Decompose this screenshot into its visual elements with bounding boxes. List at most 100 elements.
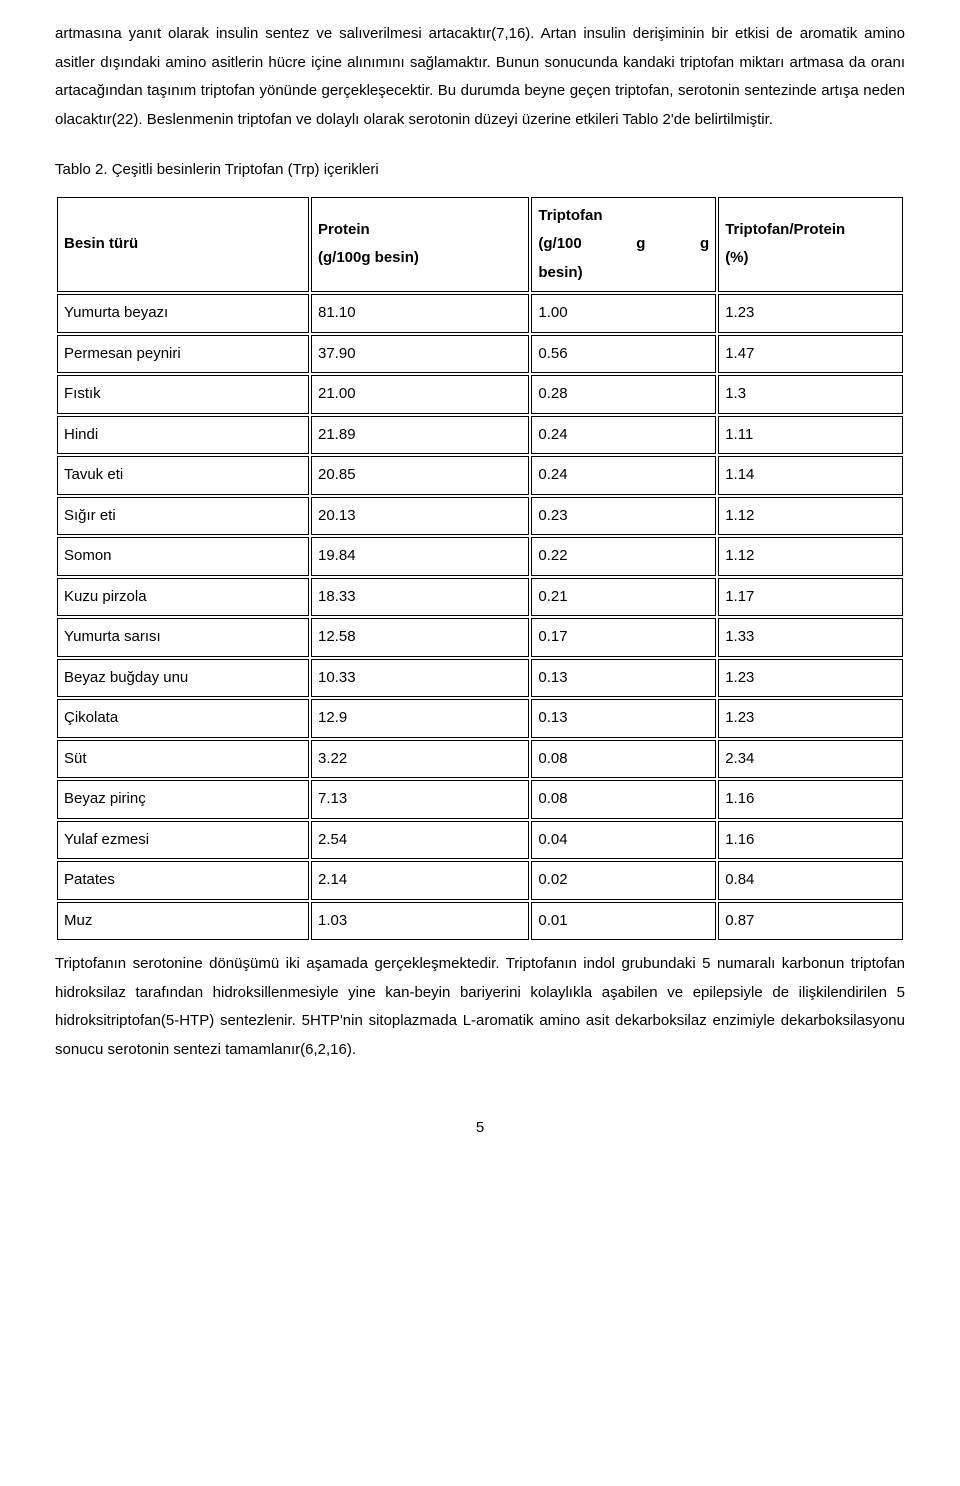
table-row: Çikolata12.90.131.23	[57, 699, 903, 738]
table-cell: 0.17	[531, 618, 716, 657]
table-header-row: Besin türü Protein (g/100g besin) Tripto…	[57, 197, 903, 293]
table-row: Yumurta sarısı12.580.171.33	[57, 618, 903, 657]
table-cell: 0.24	[531, 416, 716, 455]
table-cell: 0.04	[531, 821, 716, 860]
table-body: Yumurta beyazı81.101.001.23Permesan peyn…	[57, 294, 903, 940]
table-cell: Hindi	[57, 416, 309, 455]
table-cell: 1.16	[718, 821, 903, 860]
th-food-type: Besin türü	[57, 197, 309, 293]
table-cell: 0.24	[531, 456, 716, 495]
table-cell: Kuzu pirzola	[57, 578, 309, 617]
table-row: Beyaz pirinç7.130.081.16	[57, 780, 903, 819]
table-cell: 0.13	[531, 699, 716, 738]
table-cell: 12.58	[311, 618, 529, 657]
table-cell: 0.13	[531, 659, 716, 698]
table-cell: Beyaz pirinç	[57, 780, 309, 819]
triptofan-table: Besin türü Protein (g/100g besin) Tripto…	[55, 195, 905, 943]
table-cell: 2.14	[311, 861, 529, 900]
table-row: Kuzu pirzola18.330.211.17	[57, 578, 903, 617]
table-cell: Çikolata	[57, 699, 309, 738]
table-cell: 1.3	[718, 375, 903, 414]
table-cell: 12.9	[311, 699, 529, 738]
table-cell: Fıstık	[57, 375, 309, 414]
page-number: 5	[55, 1114, 905, 1143]
table-cell: 1.03	[311, 902, 529, 941]
page-content: artmasına yanıt olarak insulin sentez ve…	[0, 0, 960, 1173]
th-trp-l2: (g/100 g g	[538, 230, 709, 259]
table-row: Permesan peyniri37.900.561.47	[57, 335, 903, 374]
table-cell: 20.13	[311, 497, 529, 536]
table-cell: 18.33	[311, 578, 529, 617]
table-cell: Somon	[57, 537, 309, 576]
table-cell: Yumurta beyazı	[57, 294, 309, 333]
table-row: Patates2.140.020.84	[57, 861, 903, 900]
table-cell: 37.90	[311, 335, 529, 374]
table-cell: 0.56	[531, 335, 716, 374]
table-cell: 1.33	[718, 618, 903, 657]
table-cell: 0.23	[531, 497, 716, 536]
table-row: Tavuk eti20.850.241.14	[57, 456, 903, 495]
table-row: Somon19.840.221.12	[57, 537, 903, 576]
th-trp-protein-ratio: Triptofan/Protein (%)	[718, 197, 903, 293]
table-cell: Beyaz buğday unu	[57, 659, 309, 698]
table-cell: Patates	[57, 861, 309, 900]
table-cell: Yulaf ezmesi	[57, 821, 309, 860]
table-cell: Permesan peyniri	[57, 335, 309, 374]
th-trp-l1: Triptofan	[538, 202, 709, 231]
table-cell: 2.34	[718, 740, 903, 779]
table-cell: 0.22	[531, 537, 716, 576]
th-protein-l1: Protein	[318, 216, 522, 245]
table-cell: Süt	[57, 740, 309, 779]
table-cell: 21.00	[311, 375, 529, 414]
table-cell: 0.01	[531, 902, 716, 941]
table-cell: 3.22	[311, 740, 529, 779]
table-cell: 0.02	[531, 861, 716, 900]
table-cell: 0.08	[531, 780, 716, 819]
table-cell: 1.23	[718, 659, 903, 698]
table-row: Hindi21.890.241.11	[57, 416, 903, 455]
table-caption: Tablo 2. Çeşitli besinlerin Triptofan (T…	[55, 156, 905, 185]
table-cell: 1.47	[718, 335, 903, 374]
table-cell: 1.12	[718, 537, 903, 576]
th-trp-l3: besin)	[538, 259, 709, 288]
th-triptofan: Triptofan (g/100 g g besin)	[531, 197, 716, 293]
table-cell: 7.13	[311, 780, 529, 819]
table-row: Muz1.030.010.87	[57, 902, 903, 941]
th-protein: Protein (g/100g besin)	[311, 197, 529, 293]
table-cell: 10.33	[311, 659, 529, 698]
paragraph-top: artmasına yanıt olarak insulin sentez ve…	[55, 20, 905, 134]
table-cell: 0.84	[718, 861, 903, 900]
table-row: Yumurta beyazı81.101.001.23	[57, 294, 903, 333]
table-cell: Muz	[57, 902, 309, 941]
table-cell: 1.14	[718, 456, 903, 495]
table-cell: 81.10	[311, 294, 529, 333]
table-cell: Yumurta sarısı	[57, 618, 309, 657]
th-trp-l2a: (g/100	[538, 230, 581, 259]
table-cell: 0.87	[718, 902, 903, 941]
table-cell: 2.54	[311, 821, 529, 860]
th-trp-l2b: g	[636, 230, 645, 259]
table-cell: Sığır eti	[57, 497, 309, 536]
table-row: Sığır eti20.130.231.12	[57, 497, 903, 536]
table-cell: 19.84	[311, 537, 529, 576]
table-row: Beyaz buğday unu10.330.131.23	[57, 659, 903, 698]
table-cell: 1.16	[718, 780, 903, 819]
table-cell: Tavuk eti	[57, 456, 309, 495]
th-ratio-l2: (%)	[725, 244, 896, 273]
table-row: Yulaf ezmesi2.540.041.16	[57, 821, 903, 860]
table-cell: 20.85	[311, 456, 529, 495]
table-row: Süt3.220.082.34	[57, 740, 903, 779]
table-cell: 1.23	[718, 294, 903, 333]
table-cell: 1.00	[531, 294, 716, 333]
table-cell: 1.23	[718, 699, 903, 738]
paragraph-bottom: Triptofanın serotonine dönüşümü iki aşam…	[55, 950, 905, 1064]
table-row: Fıstık21.000.281.3	[57, 375, 903, 414]
table-cell: 1.11	[718, 416, 903, 455]
table-cell: 0.21	[531, 578, 716, 617]
table-cell: 1.12	[718, 497, 903, 536]
table-cell: 21.89	[311, 416, 529, 455]
table-cell: 0.28	[531, 375, 716, 414]
th-trp-l2c: g	[700, 230, 709, 259]
table-cell: 1.17	[718, 578, 903, 617]
th-protein-l2: (g/100g besin)	[318, 244, 522, 273]
